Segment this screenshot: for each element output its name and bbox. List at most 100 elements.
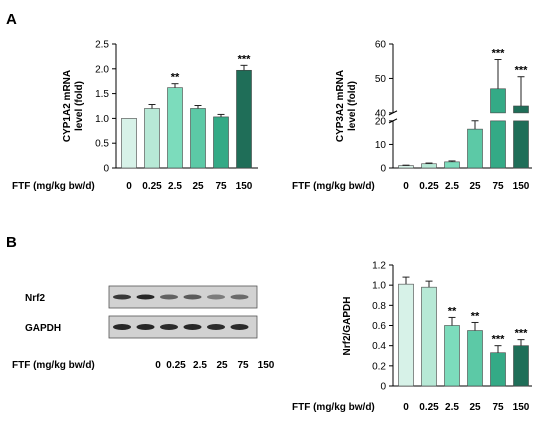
significance-label: *** — [492, 47, 506, 59]
bar — [513, 120, 529, 169]
y-axis-title: CYP1A2 mRNAlevel (fold) — [62, 70, 85, 142]
blot-band — [160, 324, 178, 330]
bar — [144, 108, 160, 169]
y-tick-label: 0.6 — [372, 321, 386, 332]
bar — [444, 161, 460, 169]
x-tick-label: 2.5 — [445, 402, 459, 413]
y-axis-title-line: level (fold) — [347, 81, 358, 131]
blot-band — [207, 294, 225, 300]
y-tick-label: 60 — [375, 40, 387, 51]
y-axis-title-line: Nrf2/GAPDH — [342, 297, 353, 356]
bar-upper — [513, 105, 529, 114]
bar — [421, 286, 437, 387]
x-tick-label: 25 — [469, 181, 481, 192]
x-tick-label: 25 — [192, 181, 204, 192]
y-tick-label: 20 — [375, 116, 387, 127]
y-tick-label: 0.5 — [95, 139, 109, 150]
x-tick-label: 150 — [513, 402, 530, 413]
x-axis-title: FTF (mg/kg bw/d) — [292, 181, 375, 192]
x-axis-title: FTF (mg/kg bw/d) — [292, 402, 375, 413]
bar — [513, 345, 529, 387]
y-tick-label: 10 — [375, 140, 387, 151]
blot-band — [160, 294, 178, 300]
blot-band — [183, 294, 202, 300]
bar — [490, 352, 506, 387]
blot-lane-label: 150 — [258, 360, 275, 371]
blot-band — [183, 324, 202, 330]
significance-label: *** — [238, 53, 252, 65]
blot-row-label: Nrf2 — [25, 293, 45, 304]
y-tick-label: 2.5 — [95, 40, 109, 51]
chart-nrf2: 0 0.2 0.4 0.6 0.8 1.0 1.2 Nrf2/GAPDH 0 0.25 ** 2.5 *… — [292, 261, 532, 413]
y-tick-label: 0.8 — [372, 301, 386, 312]
blot-lane-label: 0.25 — [166, 360, 186, 371]
x-tick-label: 25 — [469, 402, 481, 413]
y-axis-title-line: CYP1A2 mRNA — [62, 70, 73, 142]
bar — [421, 163, 437, 169]
significance-label: *** — [515, 328, 529, 340]
x-tick-label: 2.5 — [445, 181, 459, 192]
western-blot: Nrf2 GAPDH FTF (mg/kg bw/d) 0 0.25 2.5 25 75 150 — [12, 285, 275, 371]
x-tick-label: 150 — [513, 181, 530, 192]
x-tick-label: 150 — [236, 181, 253, 192]
blot-strip — [108, 315, 258, 339]
y-tick-label: 0.2 — [372, 361, 386, 372]
blot-band — [136, 294, 155, 300]
bar — [398, 283, 414, 387]
y-tick-label: 1.5 — [95, 89, 109, 100]
blot-lane-label: 2.5 — [193, 360, 207, 371]
blot-band — [230, 294, 249, 300]
x-tick-label: 0.25 — [142, 181, 162, 192]
y-tick-label: 0 — [380, 164, 386, 175]
y-axis-title-line: level (fold) — [74, 81, 85, 131]
blot-row-label: GAPDH — [25, 323, 61, 334]
blot-band — [113, 294, 131, 300]
x-tick-label: 75 — [215, 181, 227, 192]
panel-label-b: B — [6, 234, 17, 251]
blot-band — [113, 324, 131, 330]
bar — [398, 165, 414, 169]
bar — [467, 330, 483, 387]
blot-strip — [108, 285, 258, 309]
significance-label: ** — [471, 310, 480, 322]
blot-lane-label: 75 — [237, 360, 249, 371]
bar — [121, 118, 137, 169]
y-tick-label: 1.2 — [372, 261, 386, 272]
x-tick-label: 75 — [492, 402, 504, 413]
y-tick-label: 1.0 — [95, 114, 109, 125]
significance-label: ** — [448, 305, 457, 317]
bar — [490, 120, 506, 169]
x-tick-label: 0 — [403, 181, 409, 192]
chart-cyp1a2: 0 0.5 1.0 1.5 2.0 2.5 CYP1A2 mRNAlevel (fold) 0… — [12, 40, 258, 192]
y-tick-label: 1.0 — [372, 281, 386, 292]
x-tick-label: 0.25 — [419, 402, 439, 413]
y-tick-label: 40 — [375, 108, 387, 119]
x-tick-label: 0 — [126, 181, 132, 192]
axis-break-mark — [388, 118, 398, 124]
bar — [167, 87, 183, 169]
blot-x-axis-title: FTF (mg/kg bw/d) — [12, 360, 95, 371]
bar — [213, 116, 229, 169]
y-tick-label: 0.4 — [372, 341, 386, 352]
bar — [190, 108, 206, 169]
significance-label: *** — [515, 65, 529, 77]
x-tick-label: 0.25 — [419, 181, 439, 192]
axis-break-mark — [388, 110, 398, 116]
blot-lane-label: 25 — [216, 360, 228, 371]
panel-label-a: A — [6, 11, 17, 28]
x-axis-title: FTF (mg/kg bw/d) — [12, 181, 95, 192]
bar — [467, 128, 483, 169]
x-tick-label: 75 — [492, 181, 504, 192]
significance-label: ** — [171, 72, 180, 84]
y-tick-label: 50 — [375, 74, 387, 85]
bar-upper — [490, 88, 506, 114]
blot-band — [136, 324, 155, 330]
y-tick-label: 2.0 — [95, 64, 109, 75]
y-axis-title-line: CYP3A2 mRNA — [335, 70, 346, 142]
bar — [236, 69, 252, 169]
y-tick-label: 0 — [380, 382, 386, 393]
x-tick-label: 2.5 — [168, 181, 182, 192]
x-tick-label: 0 — [403, 402, 409, 413]
